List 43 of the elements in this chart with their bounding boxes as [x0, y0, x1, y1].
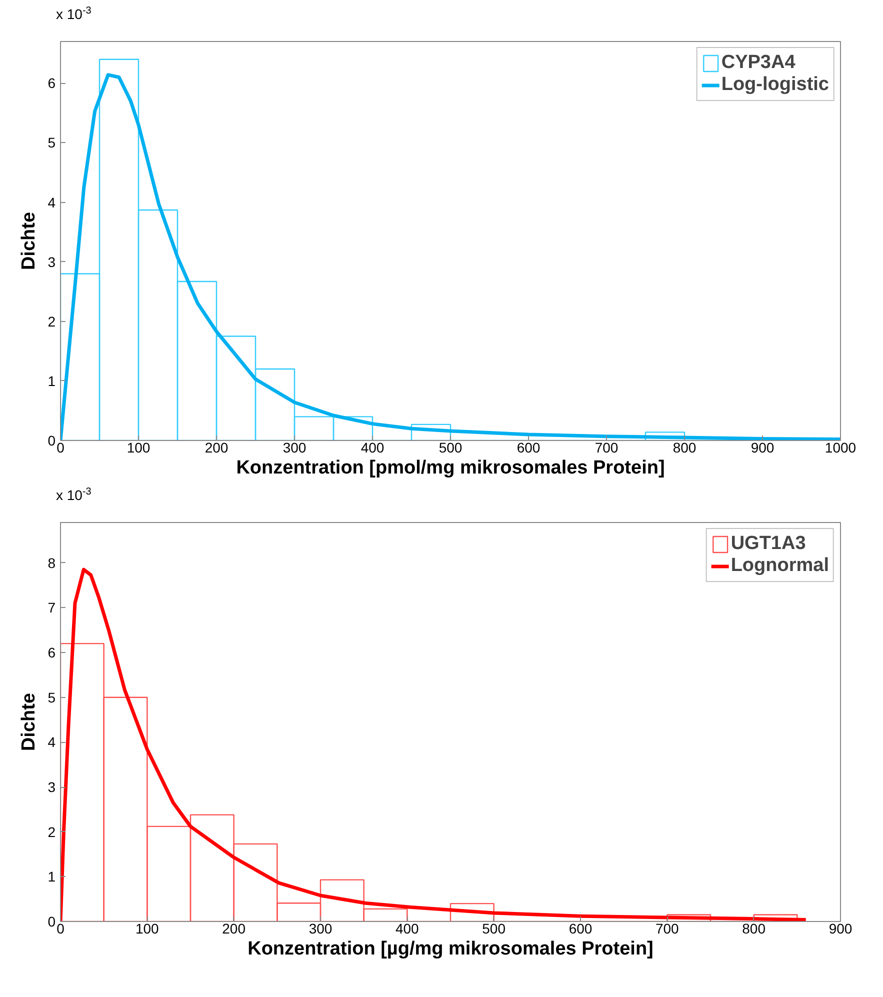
x-tick-label: 700 [655, 920, 680, 936]
y-tick-label: 3 [48, 779, 56, 796]
text: x 10$^{-3}$ [56, 485, 92, 505]
x-tick-label: 700 [594, 440, 618, 456]
legend-label: Lognormal [730, 555, 829, 577]
x-tick-label: 200 [222, 920, 246, 936]
x-tick-label: 300 [308, 920, 332, 936]
y-tick-label: 3 [48, 254, 56, 270]
x-tick-label: 600 [516, 440, 540, 456]
y-tick-label: 7 [48, 600, 56, 616]
y-tick-label: 2 [48, 313, 56, 330]
y-axis-title: Dichte [18, 692, 40, 752]
y-tick-label: 2 [48, 824, 56, 840]
y-tick-label: 4 [48, 734, 56, 750]
x-tick-label: 400 [360, 440, 384, 456]
y-tick-label: 1 [48, 372, 56, 389]
x-tick-label: 300 [282, 440, 306, 456]
x-tick-label: 100 [135, 920, 160, 936]
x-tick-label: 400 [395, 920, 420, 936]
y-tick-label: 4 [48, 194, 56, 210]
legend-label: UGT1A3 [730, 533, 806, 555]
y-axis-title: Dichte [18, 212, 40, 270]
x-tick-label: 500 [438, 440, 462, 456]
y-tick-label: 6 [48, 75, 56, 92]
y-tick-label: 1 [48, 868, 56, 885]
x-tick-label: 600 [568, 920, 592, 936]
x-axis-title: Konzentration [pmol/mg mikrosomales Protein] [236, 458, 665, 478]
x-axis-title: Konzentration [µg/mg mikrosomales Protein] [248, 938, 654, 960]
x-tick-label: 800 [742, 920, 766, 936]
x-tick-label: 200 [204, 440, 228, 456]
y-tick-label: 5 [48, 134, 56, 151]
x-tick-label: 100 [126, 440, 150, 456]
x-tick-label: 500 [482, 920, 506, 936]
x-tick-label: 800 [672, 440, 696, 456]
y-tick-label: 8 [48, 554, 56, 571]
text: x 10$^{-3}$ [56, 4, 92, 24]
x-tick-label: 900 [750, 440, 774, 456]
x-tick-label: 1000 [824, 440, 856, 456]
y-tick-label: 5 [48, 689, 56, 706]
legend-label: Log-logistic [721, 74, 829, 96]
legend-label: CYP3A4 [721, 52, 796, 74]
y-tick-label: 6 [48, 644, 56, 661]
x-tick-label: 900 [828, 920, 852, 936]
